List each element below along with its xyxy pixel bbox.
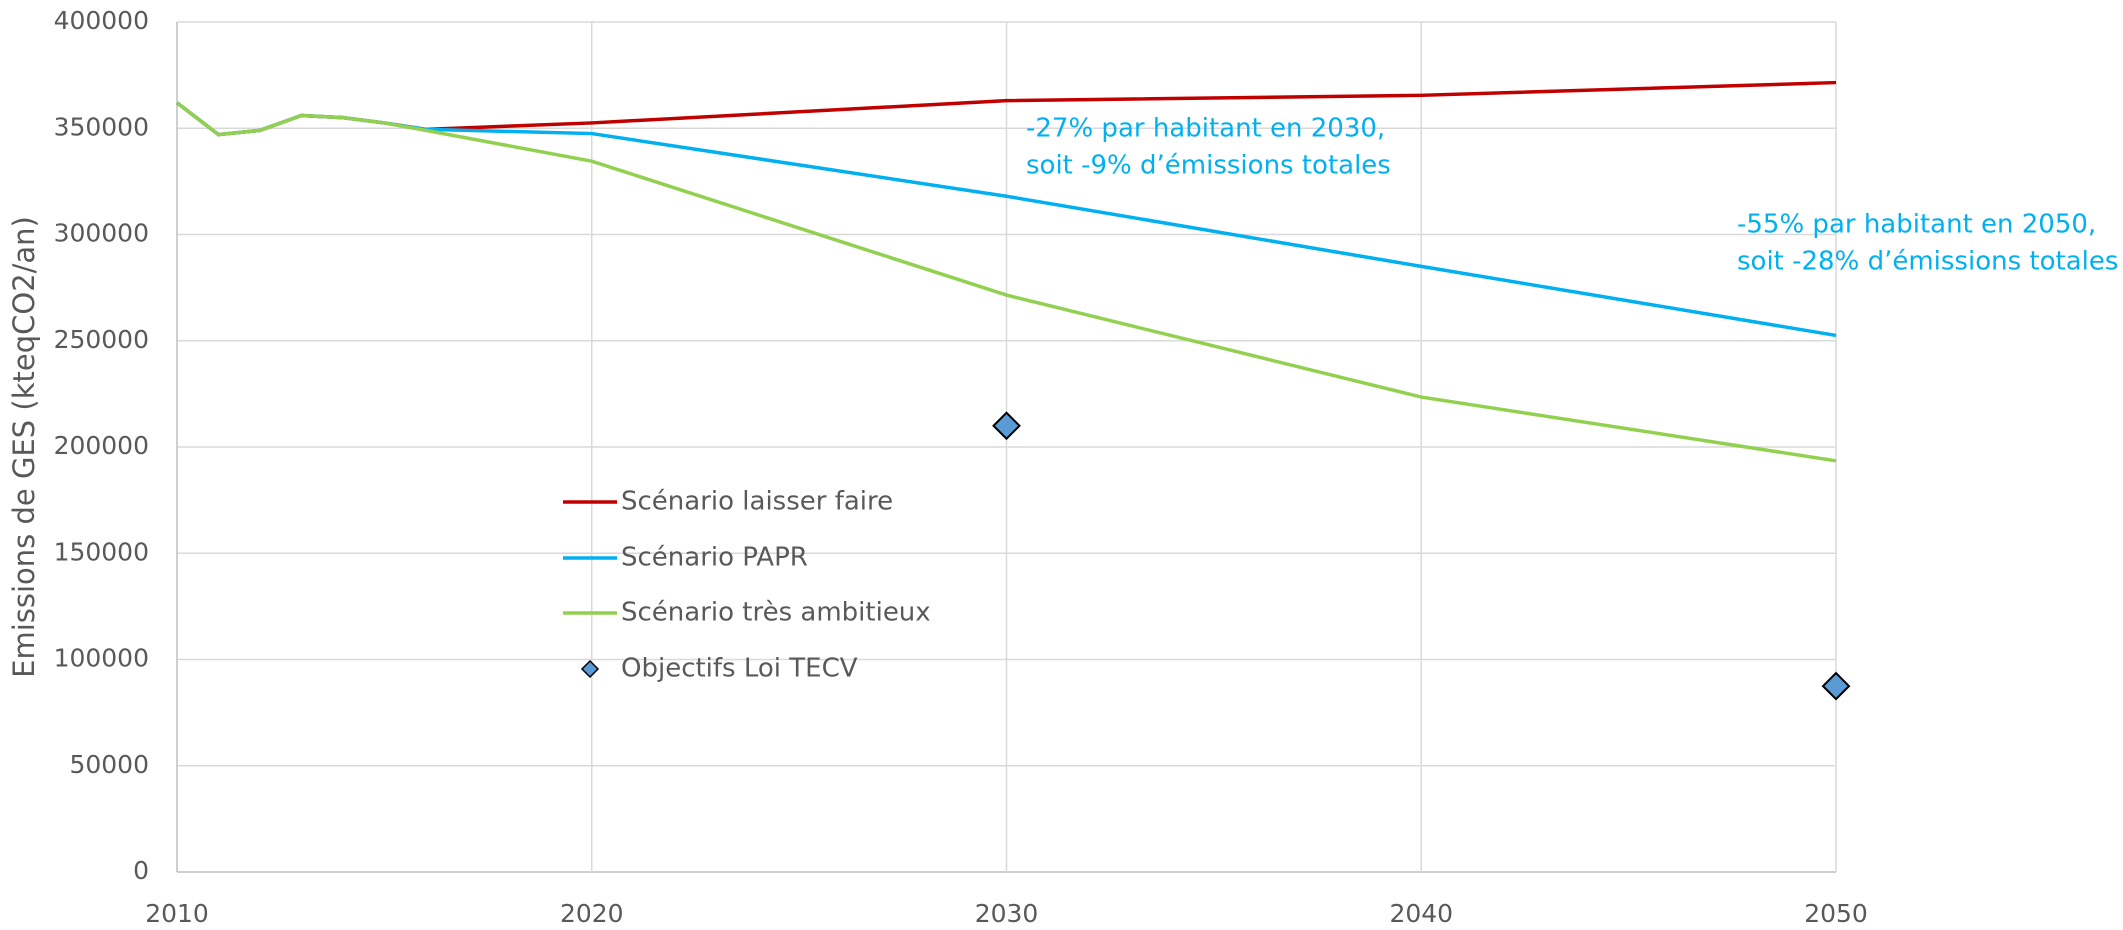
objective-marker — [1821, 671, 1851, 701]
y-axis-label: Emissions de GES (kteqCO2/an) — [7, 216, 41, 678]
objective-marker — [992, 411, 1021, 441]
annotation: soit -28% d’émissions totales — [1737, 247, 2118, 277]
y-tick-label: 50000 — [69, 750, 149, 779]
y-tick-label: 200000 — [54, 431, 149, 460]
series-line — [175, 101, 1837, 463]
annotation: soit -9% d’émissions totales — [1026, 151, 1391, 181]
y-tick-label: 300000 — [54, 219, 149, 248]
legend-swatch — [580, 659, 600, 679]
annotation: -55% par habitant en 2050, — [1737, 210, 2096, 240]
legend-label: Objectifs Loi TECV — [621, 654, 858, 684]
x-tick-label: 2040 — [1389, 899, 1453, 928]
y-tick-label: 0 — [133, 856, 149, 885]
x-tick-label: 2010 — [145, 899, 209, 928]
y-tick-label: 100000 — [54, 644, 149, 673]
y-tick-label: 250000 — [54, 325, 149, 354]
x-tick-label: 2050 — [1804, 899, 1868, 928]
y-tick-label: 350000 — [54, 112, 149, 141]
y-tick-label: 150000 — [54, 537, 149, 566]
x-tick-label: 2020 — [560, 899, 624, 928]
x-tick-label: 2030 — [975, 899, 1039, 928]
y-tick-label: 400000 — [54, 6, 149, 35]
legend-label: Scénario laisser faire — [621, 487, 893, 517]
annotation: -27% par habitant en 2030, — [1026, 114, 1385, 144]
legend-label: Scénario très ambitieux — [621, 598, 931, 628]
legend-label: Scénario PAPR — [621, 543, 808, 573]
